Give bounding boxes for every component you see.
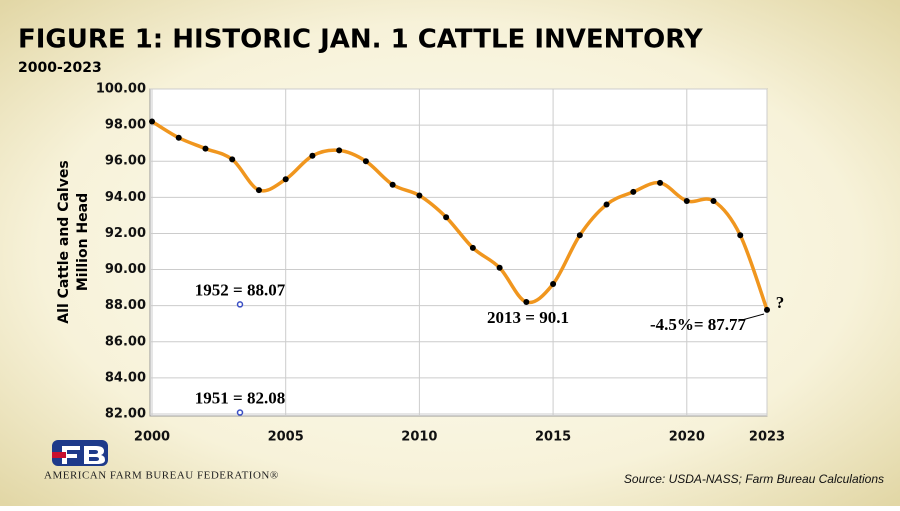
data-point [683,197,690,204]
y-tick-label: 98.00 [105,118,146,133]
y-tick-label: 96.00 [105,154,146,169]
y-axis-label: All Cattle and Calves [56,160,72,323]
data-point [764,306,770,313]
annotation: -4.5%= 87.77 [650,315,747,334]
x-tick-label: 2010 [401,430,437,445]
reference-label: 1951 = 82.08 [195,388,285,407]
x-tick-label: 2015 [535,430,571,445]
annotation-leader [741,313,765,321]
data-point [416,192,423,199]
chart-subtitle: 2000-2023 [18,60,102,76]
x-tick-label: 2023 [749,430,785,445]
reference-label: 1952 = 88.07 [195,280,286,299]
y-axis-label: Million Head [75,193,91,291]
y-tick-label: 82.00 [105,407,146,422]
data-point [523,299,530,306]
y-tick-label: 86.00 [105,334,146,349]
y-tick-label: 94.00 [105,190,146,205]
y-tick-label: 92.00 [105,226,146,241]
y-tick-label: 84.00 [105,370,146,385]
data-point [175,134,182,141]
data-point [576,232,583,239]
y-tick-label: 88.00 [105,298,146,313]
data-point [282,176,289,183]
annotation: 2013 = 90.1 [487,308,569,327]
x-tick-label: 2005 [268,430,304,445]
y-tick-label: 90.00 [105,262,146,277]
reference-point [236,409,244,416]
data-point [255,187,262,194]
reference-point [236,301,244,308]
data-point [496,264,503,271]
data-point [630,188,637,195]
plot-area [149,88,768,417]
data-point [737,232,744,239]
logo [52,440,108,466]
source: Source: USDA-NASS; Farm Bureau Calculati… [624,472,884,486]
data-point [229,156,236,163]
data-point [603,201,610,208]
x-tick-label: 2000 [134,430,170,445]
data-point [657,179,664,186]
data-point [469,244,476,251]
data-point [710,197,717,204]
annotation: ? [776,293,785,312]
data-point [202,145,209,152]
data-point [443,214,450,221]
data-point [309,152,316,159]
data-point [389,181,396,188]
data-point [149,118,155,125]
x-tick-label: 2020 [669,430,705,445]
y-axis-title: All Cattle and Calves Million Head [56,160,91,323]
data-point [362,158,369,165]
data-point [550,281,557,287]
y-tick-label: 100.00 [96,82,146,97]
data-point [336,147,343,154]
logo-text: AMERICAN FARM BUREAU FEDERATION® [44,470,279,482]
chart-title: FIGURE 1: HISTORIC JAN. 1 CATTLE INVENTO… [18,25,704,55]
